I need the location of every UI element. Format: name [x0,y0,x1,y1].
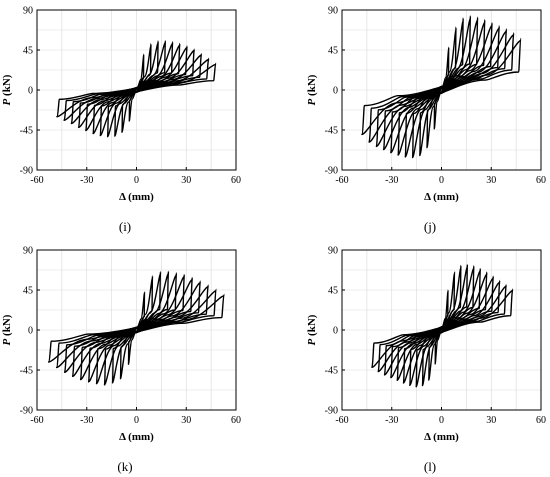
x-axis-label: Δ (mm) [119,431,154,443]
x-tick-label: -30 [385,175,398,186]
y-tick-label: 45 [23,46,33,57]
y-tick-label: -45 [20,366,33,377]
chart-panel-2: -60 -30 0 30 60 -90 -45 0 45 90 Δ (mm) P (kN) (k) [1,246,241,475]
hysteresis-cycle-4 [411,15,472,159]
hysteresis-loops [361,15,522,159]
y-tick-label: -45 [325,126,338,137]
y-axis-label: P (kN) [1,74,13,105]
hysteresis-cycle-11 [56,62,217,118]
x-tick-label: -60 [335,175,348,186]
x-tick-label: -60 [30,415,43,426]
x-axis-label: Δ (mm) [119,191,154,203]
y-tick-label: 90 [23,246,33,257]
x-tick-label: -30 [80,175,93,186]
hysteresis-cycle-11 [371,288,514,368]
hysteresis-cycle-10 [368,32,515,143]
y-tick-label: -90 [325,166,338,177]
y-tick-label: 90 [23,6,33,17]
hysteresis-loops [47,270,226,386]
y-tick-label: -45 [20,126,33,137]
x-tick-label: 60 [231,175,241,186]
chart-panel-0: -60 -30 0 30 60 -90 -45 0 45 90 Δ (mm) P (kN) (i) [1,6,241,235]
x-tick-label: 30 [181,175,191,186]
y-axis-label-unit: (kN) [306,74,318,98]
y-tick-label: 0 [333,326,338,337]
hysteresis-cycle-11 [361,37,522,136]
x-tick-label: 60 [231,415,241,426]
x-tick-label: 30 [486,415,496,426]
x-axis-label: Δ (mm) [424,191,459,203]
y-tick-label: 45 [328,46,338,57]
hysteresis-cycle-3 [111,271,162,384]
x-axis-label: Δ (mm) [424,431,459,443]
x-tick-label: -60 [30,175,43,186]
y-tick-label: -45 [325,366,338,377]
x-tick-label: 0 [134,415,139,426]
x-tick-label: 0 [439,415,444,426]
y-axis-label: P (kN) [306,314,318,345]
x-tick-label: -30 [80,415,93,426]
y-axis-label-symbol: P [1,98,13,105]
y-axis-label-symbol: P [306,338,318,345]
hysteresis-cycle-3 [419,17,464,157]
y-tick-label: 90 [328,6,338,17]
hysteresis-cycle-8 [382,25,501,151]
y-tick-label: 0 [28,326,33,337]
y-tick-label: 45 [23,286,33,297]
panel-caption: (j) [424,219,436,234]
y-axis-label-symbol: P [1,338,13,345]
y-tick-label: -90 [20,406,33,417]
x-tick-label: -60 [335,415,348,426]
y-axis-label-unit: (kN) [1,314,13,338]
y-axis-label-unit: (kN) [1,74,13,98]
y-tick-label: 90 [328,246,338,257]
hysteresis-loops [371,263,514,388]
y-axis-label: P (kN) [1,314,13,345]
x-tick-label: -30 [385,415,398,426]
x-tick-label: 30 [486,175,496,186]
y-tick-label: 45 [328,286,338,297]
y-tick-label: -90 [20,166,33,177]
y-axis-label: P (kN) [306,74,318,105]
hysteresis-cycle-3 [114,40,159,137]
x-tick-label: 0 [134,175,139,186]
panel-caption: (i) [119,219,131,234]
panel-caption: (k) [117,459,132,474]
chart-panel-3: -60 -30 0 30 60 -90 -45 0 45 90 Δ (mm) P (kN) (l) [306,246,546,475]
y-tick-label: 0 [28,86,33,97]
panel-caption: (l) [424,459,436,474]
hysteresis-loops [56,40,217,138]
chart-panel-1: -60 -30 0 30 60 -90 -45 0 45 90 Δ (mm) P (kN) (j) [306,6,546,235]
x-tick-label: 30 [181,415,191,426]
y-tick-label: 0 [333,86,338,97]
hysteresis-cycle-7 [390,22,493,154]
x-tick-label: 0 [439,175,444,186]
hysteresis-cycle-11 [47,293,226,363]
y-axis-label-symbol: P [306,98,318,105]
hysteresis-cycle-3 [421,264,462,387]
y-tick-label: -90 [325,406,338,417]
y-axis-label-unit: (kN) [306,314,318,338]
hysteresis-cycle-4 [415,263,469,388]
x-tick-label: 60 [536,175,546,186]
hysteresis-cycle-10 [55,288,218,369]
x-tick-label: 60 [536,415,546,426]
